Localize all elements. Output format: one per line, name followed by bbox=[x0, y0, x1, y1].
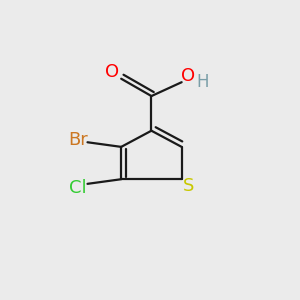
Text: H: H bbox=[196, 73, 209, 91]
Text: O: O bbox=[105, 63, 119, 81]
Text: O: O bbox=[181, 67, 195, 85]
Text: Cl: Cl bbox=[69, 179, 87, 197]
Text: S: S bbox=[183, 177, 194, 195]
Text: Br: Br bbox=[68, 131, 88, 149]
